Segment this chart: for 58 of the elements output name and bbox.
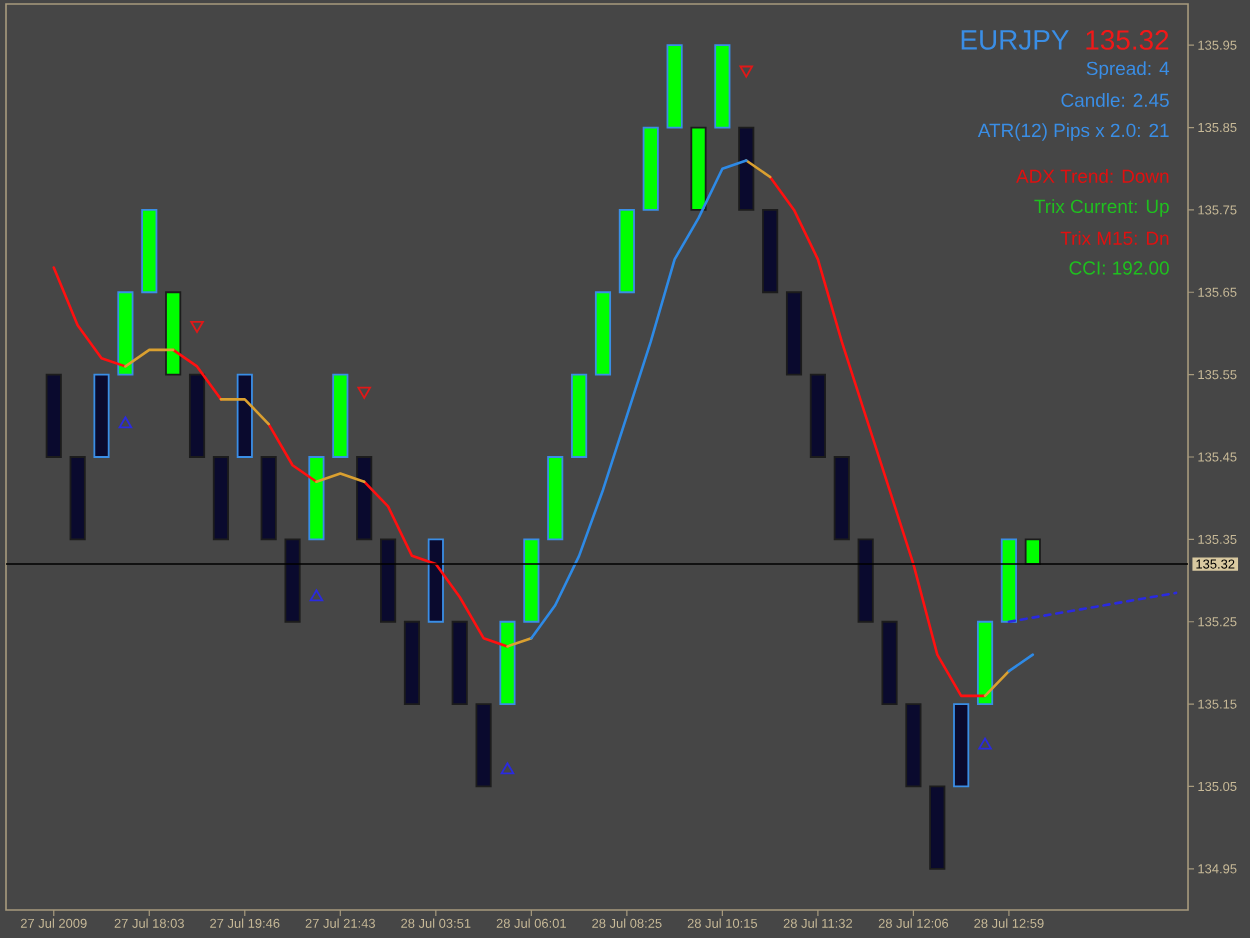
point	[739, 65, 754, 78]
bar	[236, 373, 253, 458]
annotation: EURJPY	[961, 30, 1069, 50]
annotation: CCI: 192.00	[1069, 261, 1169, 275]
bar	[785, 291, 803, 376]
bar	[45, 373, 62, 458]
bar	[881, 620, 898, 705]
point	[357, 386, 371, 399]
bar	[690, 126, 707, 211]
annotation: ADX Trend: Down	[1016, 169, 1169, 183]
bar	[165, 291, 182, 376]
annotation: 135.32	[1086, 30, 1169, 50]
bar	[69, 456, 86, 541]
bar	[571, 373, 588, 458]
annotation: Candle: 2.45	[1061, 93, 1169, 107]
point	[190, 320, 204, 333]
bar	[594, 291, 612, 376]
bar	[953, 703, 970, 788]
bar	[475, 703, 492, 788]
bar	[857, 538, 874, 623]
bar	[809, 373, 826, 458]
bar	[188, 373, 206, 458]
bar	[976, 620, 994, 705]
bar	[93, 373, 110, 458]
point	[118, 416, 133, 429]
bar	[833, 456, 850, 541]
bar	[1024, 538, 1041, 565]
bar	[427, 538, 444, 623]
bar	[380, 538, 397, 623]
annotation: Trix Current: Up	[1034, 199, 1169, 217]
bar	[403, 620, 421, 705]
bar	[642, 126, 659, 211]
bar	[332, 373, 349, 458]
line-series	[1007, 591, 1178, 624]
bar	[1000, 538, 1017, 623]
point	[500, 762, 515, 775]
bar	[666, 44, 683, 129]
bar	[212, 456, 229, 541]
bar	[738, 126, 755, 211]
bar	[929, 785, 946, 870]
bar	[762, 209, 779, 294]
bar	[308, 456, 325, 541]
annotation: Trix M15: Dn	[1060, 231, 1169, 245]
bar	[451, 620, 468, 705]
annotation: ATR(12) Pips x 2.0: 21	[977, 123, 1169, 141]
bar	[547, 456, 564, 541]
bar	[284, 538, 301, 623]
bar	[117, 291, 134, 376]
bar	[141, 209, 158, 294]
bar	[356, 456, 373, 541]
annotation: Spread: 4	[1086, 61, 1170, 79]
bar	[618, 209, 635, 294]
bar	[905, 703, 922, 788]
point	[978, 737, 992, 750]
point	[309, 589, 324, 602]
bar	[260, 456, 277, 541]
bar	[499, 620, 516, 705]
bar	[714, 44, 731, 129]
